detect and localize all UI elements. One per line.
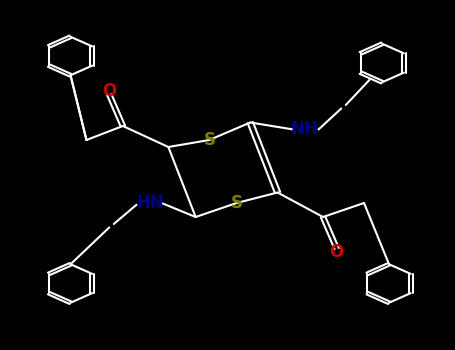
Text: NH: NH bbox=[291, 120, 318, 139]
Text: HN: HN bbox=[136, 194, 164, 212]
Text: S: S bbox=[203, 131, 215, 149]
Text: O: O bbox=[102, 82, 116, 100]
Text: O: O bbox=[329, 243, 344, 261]
Text: S: S bbox=[231, 194, 243, 212]
